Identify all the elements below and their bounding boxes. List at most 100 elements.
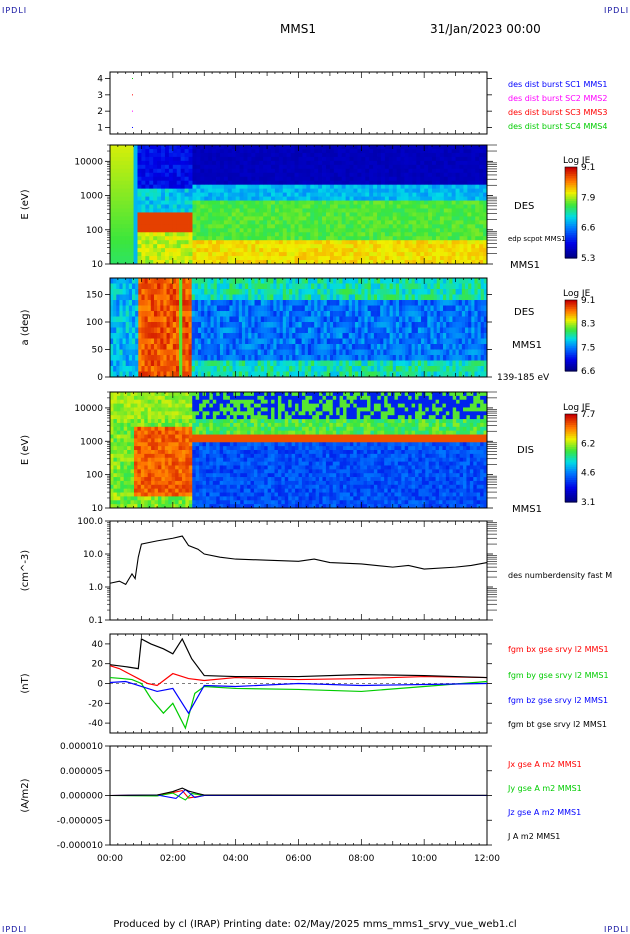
des-energy-cell <box>196 236 201 241</box>
des-energy-cell <box>125 156 131 162</box>
des-energy-cell <box>318 224 323 229</box>
des-energy-cell <box>322 184 327 190</box>
des-energy-cell <box>353 244 358 249</box>
des-pitch-cell <box>355 366 359 372</box>
des-energy-cell <box>227 216 233 221</box>
des-energy-cell <box>380 152 386 158</box>
des-energy-cell <box>168 168 174 174</box>
des-energy-cell <box>192 176 197 182</box>
des-pitch-cell <box>125 316 130 323</box>
des-energy-cell <box>282 216 288 221</box>
des-energy-cell <box>329 204 335 209</box>
des-pitch-cell <box>326 278 331 284</box>
des-energy-cell <box>271 152 276 158</box>
des-pitch-cell <box>197 289 202 295</box>
des-pitch-cell <box>399 289 403 295</box>
des-pitch-cell <box>182 333 186 339</box>
des-energy-cell <box>176 200 182 205</box>
des-pitch-cell <box>307 355 312 361</box>
des-energy-cell <box>243 145 248 150</box>
des-energy-cell <box>274 228 280 233</box>
des-energy-cell <box>110 176 115 182</box>
des-energy-cell <box>435 160 441 166</box>
des-energy-cell <box>168 204 174 209</box>
des-energy-cell <box>200 212 205 217</box>
des-pitch-cell <box>163 371 167 378</box>
des-energy-cell <box>113 200 119 205</box>
des-pitch-cell <box>326 338 331 345</box>
des-energy-cell <box>110 220 115 225</box>
des-pitch-cell <box>229 349 233 356</box>
des-energy-cell <box>200 236 205 241</box>
des-energy-cell <box>282 208 288 213</box>
des-energy-cell <box>278 240 284 245</box>
des-pitch-cell <box>355 278 359 284</box>
des-energy-cell <box>329 244 335 249</box>
des-energy-cell <box>247 156 252 162</box>
des-energy-cell <box>129 148 134 154</box>
des-energy-cell <box>428 164 433 170</box>
des-energy-cell <box>467 172 472 178</box>
des-pitch-cell <box>238 338 243 345</box>
des-energy-cell <box>432 224 437 229</box>
des-energy-cell <box>255 232 260 237</box>
des-energy-cell <box>451 164 456 170</box>
des-energy-cell <box>337 204 343 209</box>
des-energy-cell <box>408 148 413 154</box>
des-energy-cell <box>168 212 174 217</box>
des-energy-cell <box>325 208 331 213</box>
des-pitch-cell <box>336 355 340 361</box>
des-pitch-cell <box>386 338 391 345</box>
des-energy-cell <box>164 248 170 253</box>
des-energy-cell <box>196 244 201 249</box>
des-energy-cell <box>286 148 292 154</box>
des-pitch-cell <box>163 305 167 312</box>
des-energy-cell <box>129 184 134 190</box>
des-energy-cell <box>365 212 370 217</box>
des-energy-cell <box>412 176 417 182</box>
des-energy-cell <box>290 224 295 229</box>
des-energy-cell <box>435 220 441 225</box>
des-pitch-cell <box>169 283 174 290</box>
des-energy-cell <box>353 236 358 241</box>
des-pitch-cell <box>392 338 397 345</box>
des-pitch-cell <box>128 322 133 328</box>
des-pitch-cell <box>232 344 237 350</box>
des-pitch-cell <box>191 333 196 339</box>
des-pitch-cell <box>282 360 287 367</box>
des-pitch-cell <box>194 278 199 284</box>
des-energy-cell <box>137 156 142 162</box>
des-energy-cell <box>439 192 445 197</box>
des-pitch-cell <box>377 333 381 339</box>
des-energy-cell <box>432 156 437 162</box>
des-pitch-cell <box>251 305 255 312</box>
des-pitch-cell <box>285 327 290 334</box>
des-pitch-cell <box>314 327 318 334</box>
des-energy-cell <box>447 256 453 261</box>
des-energy-cell <box>255 204 260 209</box>
des-energy-cell <box>435 184 441 190</box>
des-energy-cell <box>164 216 170 221</box>
des-pitch-cell <box>292 366 296 372</box>
des-energy-cell <box>455 200 460 205</box>
des-energy-cell <box>141 184 146 190</box>
des-energy-cell <box>333 200 339 205</box>
des-pitch-cell <box>399 305 403 312</box>
des-energy-cell <box>455 232 460 237</box>
des-energy-cell <box>384 200 390 205</box>
des-energy-cell <box>172 152 178 158</box>
des-energy-cell <box>286 192 292 197</box>
des-pitch-cell <box>113 327 117 334</box>
des-pitch-cell <box>201 355 205 361</box>
des-energy-cell <box>188 188 193 193</box>
des-pitch-cell <box>119 300 123 306</box>
des-pitch-cell <box>153 294 158 301</box>
des-pitch-cell <box>169 360 174 367</box>
des-pitch-cell <box>320 278 325 284</box>
des-energy-cell <box>412 145 417 150</box>
des-energy-cell <box>290 212 295 217</box>
des-energy-cell <box>216 248 221 253</box>
des-energy-cell <box>314 164 319 170</box>
des-pitch-cell <box>270 371 274 378</box>
des-pitch-cell <box>216 300 221 306</box>
